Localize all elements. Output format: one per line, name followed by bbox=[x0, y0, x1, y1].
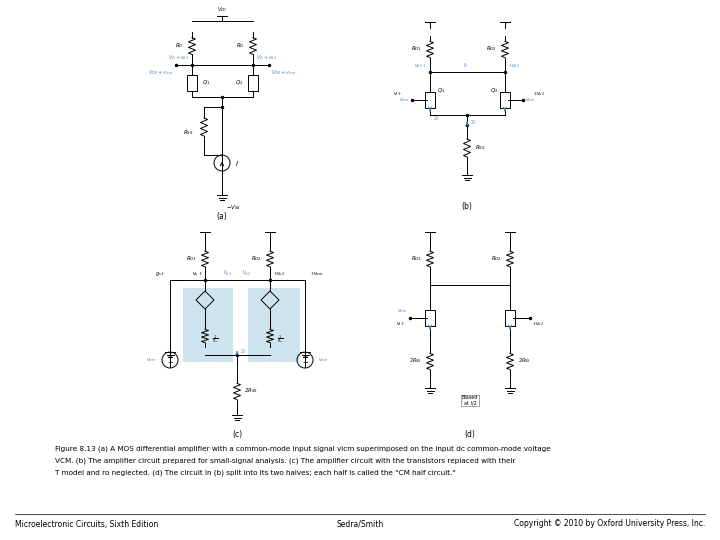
Bar bbox=[183, 288, 233, 362]
Text: $R_{D1}$: $R_{D1}$ bbox=[411, 254, 422, 264]
Bar bbox=[425, 92, 435, 108]
Text: −: − bbox=[302, 360, 308, 366]
Text: −: − bbox=[167, 360, 173, 366]
Text: $Q_2$: $Q_2$ bbox=[490, 86, 498, 95]
Text: $v_o\circ$: $v_o\circ$ bbox=[192, 270, 202, 278]
Text: $V_D+v_{d2}$: $V_D+v_{d2}$ bbox=[256, 53, 277, 62]
Text: +: + bbox=[302, 354, 307, 360]
Bar bbox=[425, 310, 435, 326]
Text: $v_i\circ$: $v_i\circ$ bbox=[393, 90, 402, 98]
Text: $R_{D2}$: $R_{D2}$ bbox=[251, 254, 262, 264]
Text: $v_{d1}\circ$: $v_{d1}\circ$ bbox=[415, 62, 427, 70]
Text: $R_{SS}$: $R_{SS}$ bbox=[475, 144, 485, 152]
Text: $V_{DD}$: $V_{DD}$ bbox=[217, 5, 228, 14]
Text: $\circ v_{d2}$: $\circ v_{d2}$ bbox=[508, 62, 520, 70]
Text: T model and ro neglected. (d) The circuit in (b) split into its two halves; each: T model and ro neglected. (d) The circui… bbox=[55, 469, 456, 476]
Text: $V_{CM}+v_{icm}$: $V_{CM}+v_{icm}$ bbox=[148, 68, 174, 77]
Text: $\hat{v}_{d1}$: $\hat{v}_{d1}$ bbox=[223, 268, 232, 278]
Text: $v_{icm}$: $v_{icm}$ bbox=[397, 307, 408, 315]
Text: $R_D$: $R_D$ bbox=[176, 42, 184, 50]
Text: $Q_2$: $Q_2$ bbox=[235, 79, 243, 87]
Text: $v_{icm}$: $v_{icm}$ bbox=[318, 356, 329, 364]
Text: Sedra/Smith: Sedra/Smith bbox=[336, 519, 384, 529]
Text: $Q_1$: $Q_1$ bbox=[202, 79, 210, 87]
Text: $\circ v_{o2}$: $\circ v_{o2}$ bbox=[532, 320, 544, 328]
Text: $2R_{SS}$: $2R_{SS}$ bbox=[409, 356, 422, 366]
Text: $v_i\circ$: $v_i\circ$ bbox=[396, 320, 405, 328]
Text: VCM. (b) The amplifier circuit prepared for small-signal analysis. (c) The ampli: VCM. (b) The amplifier circuit prepared … bbox=[55, 457, 516, 463]
Text: $\frac{1}{g_m}$: $\frac{1}{g_m}$ bbox=[277, 334, 284, 346]
Text: $v_{icm}$: $v_{icm}$ bbox=[146, 356, 157, 364]
Text: $2R_{SS}$: $2R_{SS}$ bbox=[518, 356, 531, 366]
Bar bbox=[500, 92, 510, 108]
Text: $R_{D1}$: $R_{D1}$ bbox=[186, 254, 197, 264]
Text: $\hat{v}$: $\hat{v}$ bbox=[462, 62, 467, 70]
Bar bbox=[505, 310, 515, 326]
Text: $V_{CM}+v_{icm}$: $V_{CM}+v_{icm}$ bbox=[271, 68, 297, 77]
Text: $\circ v_{o2}$: $\circ v_{o2}$ bbox=[533, 90, 545, 98]
Text: $-V_{SS}$: $-V_{SS}$ bbox=[226, 203, 241, 212]
Text: (c): (c) bbox=[232, 430, 242, 439]
Text: $V_D+v_{d1}$: $V_D+v_{d1}$ bbox=[168, 53, 189, 62]
Text: $g_s\circ$: $g_s\circ$ bbox=[155, 270, 165, 278]
Text: $\frac{1}{g_m}$: $\frac{1}{g_m}$ bbox=[212, 334, 219, 346]
Text: $\circ v_{o2}$: $\circ v_{o2}$ bbox=[273, 270, 285, 278]
Text: $2i$: $2i$ bbox=[240, 347, 246, 355]
Text: Microelectronic Circuits, Sixth Edition: Microelectronic Circuits, Sixth Edition bbox=[15, 519, 158, 529]
Text: $R_{D2}$: $R_{D2}$ bbox=[491, 254, 502, 264]
Text: $\circ v_{icm}$: $\circ v_{icm}$ bbox=[310, 270, 324, 278]
Text: $v_{icm}$: $v_{icm}$ bbox=[399, 96, 410, 104]
Bar bbox=[248, 75, 258, 91]
Text: $2i$: $2i$ bbox=[433, 114, 439, 122]
Text: $I$: $I$ bbox=[235, 159, 239, 167]
Text: Copyright © 2010 by Oxford University Press, Inc.: Copyright © 2010 by Oxford University Pr… bbox=[514, 519, 705, 529]
Text: $R_D$: $R_D$ bbox=[236, 42, 245, 50]
Text: $2R_{SS}$: $2R_{SS}$ bbox=[244, 387, 258, 395]
Text: $2i$: $2i$ bbox=[470, 118, 477, 126]
Text: $v_{icm}$: $v_{icm}$ bbox=[525, 96, 536, 104]
Text: $\hat{v}_{d2}$: $\hat{v}_{d2}$ bbox=[242, 268, 251, 278]
Text: (a): (a) bbox=[217, 212, 228, 221]
Text: $R_{SS}$: $R_{SS}$ bbox=[184, 129, 194, 138]
Text: +: + bbox=[167, 354, 173, 360]
Text: (d): (d) bbox=[464, 430, 475, 439]
Text: (b): (b) bbox=[462, 202, 472, 211]
Text: $R_{D1}$: $R_{D1}$ bbox=[411, 45, 422, 53]
Text: $Q_1$: $Q_1$ bbox=[437, 86, 446, 95]
Text: Figure 8.13 (a) A MOS differential amplifier with a common-mode input signal vic: Figure 8.13 (a) A MOS differential ampli… bbox=[55, 445, 551, 451]
Bar bbox=[187, 75, 197, 91]
Text: Biased
at I/2: Biased at I/2 bbox=[462, 395, 478, 406]
Text: $R_{D2}$: $R_{D2}$ bbox=[486, 45, 497, 53]
Bar bbox=[248, 288, 300, 362]
